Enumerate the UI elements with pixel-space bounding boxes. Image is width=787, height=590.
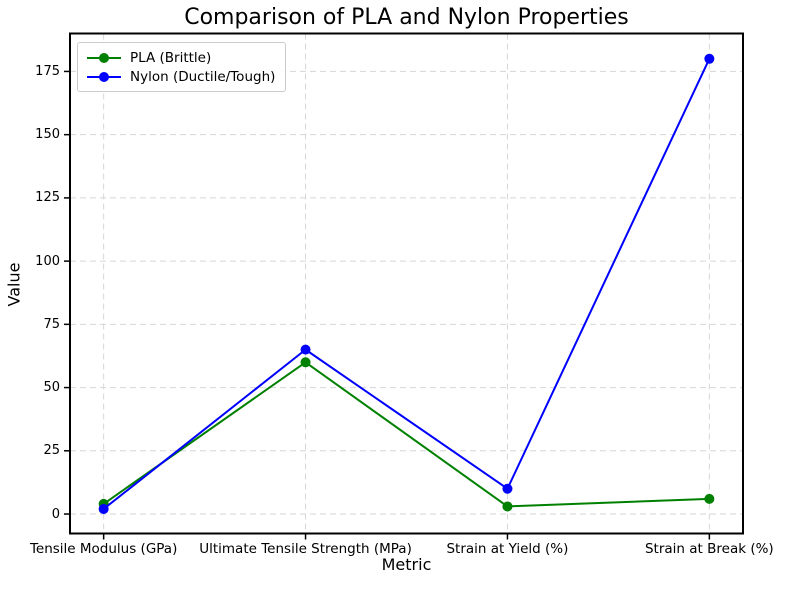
legend: PLA (Brittle) Nylon (Ductile/Tough) [77, 42, 287, 92]
y-tick-label: 150 [35, 127, 60, 143]
y-tick-label: 125 [35, 190, 60, 206]
y-tick-label: 100 [35, 253, 60, 269]
nylon-legend-marker-icon [87, 67, 121, 86]
data-point-marker [300, 344, 311, 355]
series-line [103, 361, 710, 508]
x-axis-label: Metric [381, 555, 432, 574]
data-point-marker [704, 493, 715, 504]
data-point-marker [502, 501, 513, 512]
legend-entry-pla: PLA (Brittle) [87, 48, 275, 67]
y-tick-label: 50 [43, 380, 60, 396]
legend-label-pla: PLA (Brittle) [130, 49, 212, 66]
data-point-marker [502, 483, 513, 494]
data-point-marker [98, 503, 109, 514]
y-tick-label: 175 [35, 63, 60, 79]
y-tick-label: 75 [43, 316, 60, 332]
y-tick-label: 25 [43, 443, 60, 459]
x-tick-label: Ultimate Tensile Strength (MPa) [199, 540, 412, 557]
data-point-marker [704, 53, 715, 64]
y-tick-label: 0 [51, 506, 60, 522]
plot-border [69, 32, 744, 535]
x-tick-label: Tensile Modulus (GPa) [29, 540, 178, 557]
chart-title: Comparison of PLA and Nylon Properties [184, 5, 629, 30]
x-tick-label: Strain at Yield (%) [446, 540, 569, 557]
series-line [103, 58, 711, 510]
y-axis-label: Value [4, 262, 24, 307]
legend-label-nylon: Nylon (Ductile/Tough) [130, 68, 276, 85]
data-point-marker [300, 357, 311, 368]
legend-entry-nylon: Nylon (Ductile/Tough) [87, 67, 275, 86]
x-tick-label: Strain at Break (%) [644, 540, 774, 557]
pla-legend-marker-icon [87, 48, 121, 67]
